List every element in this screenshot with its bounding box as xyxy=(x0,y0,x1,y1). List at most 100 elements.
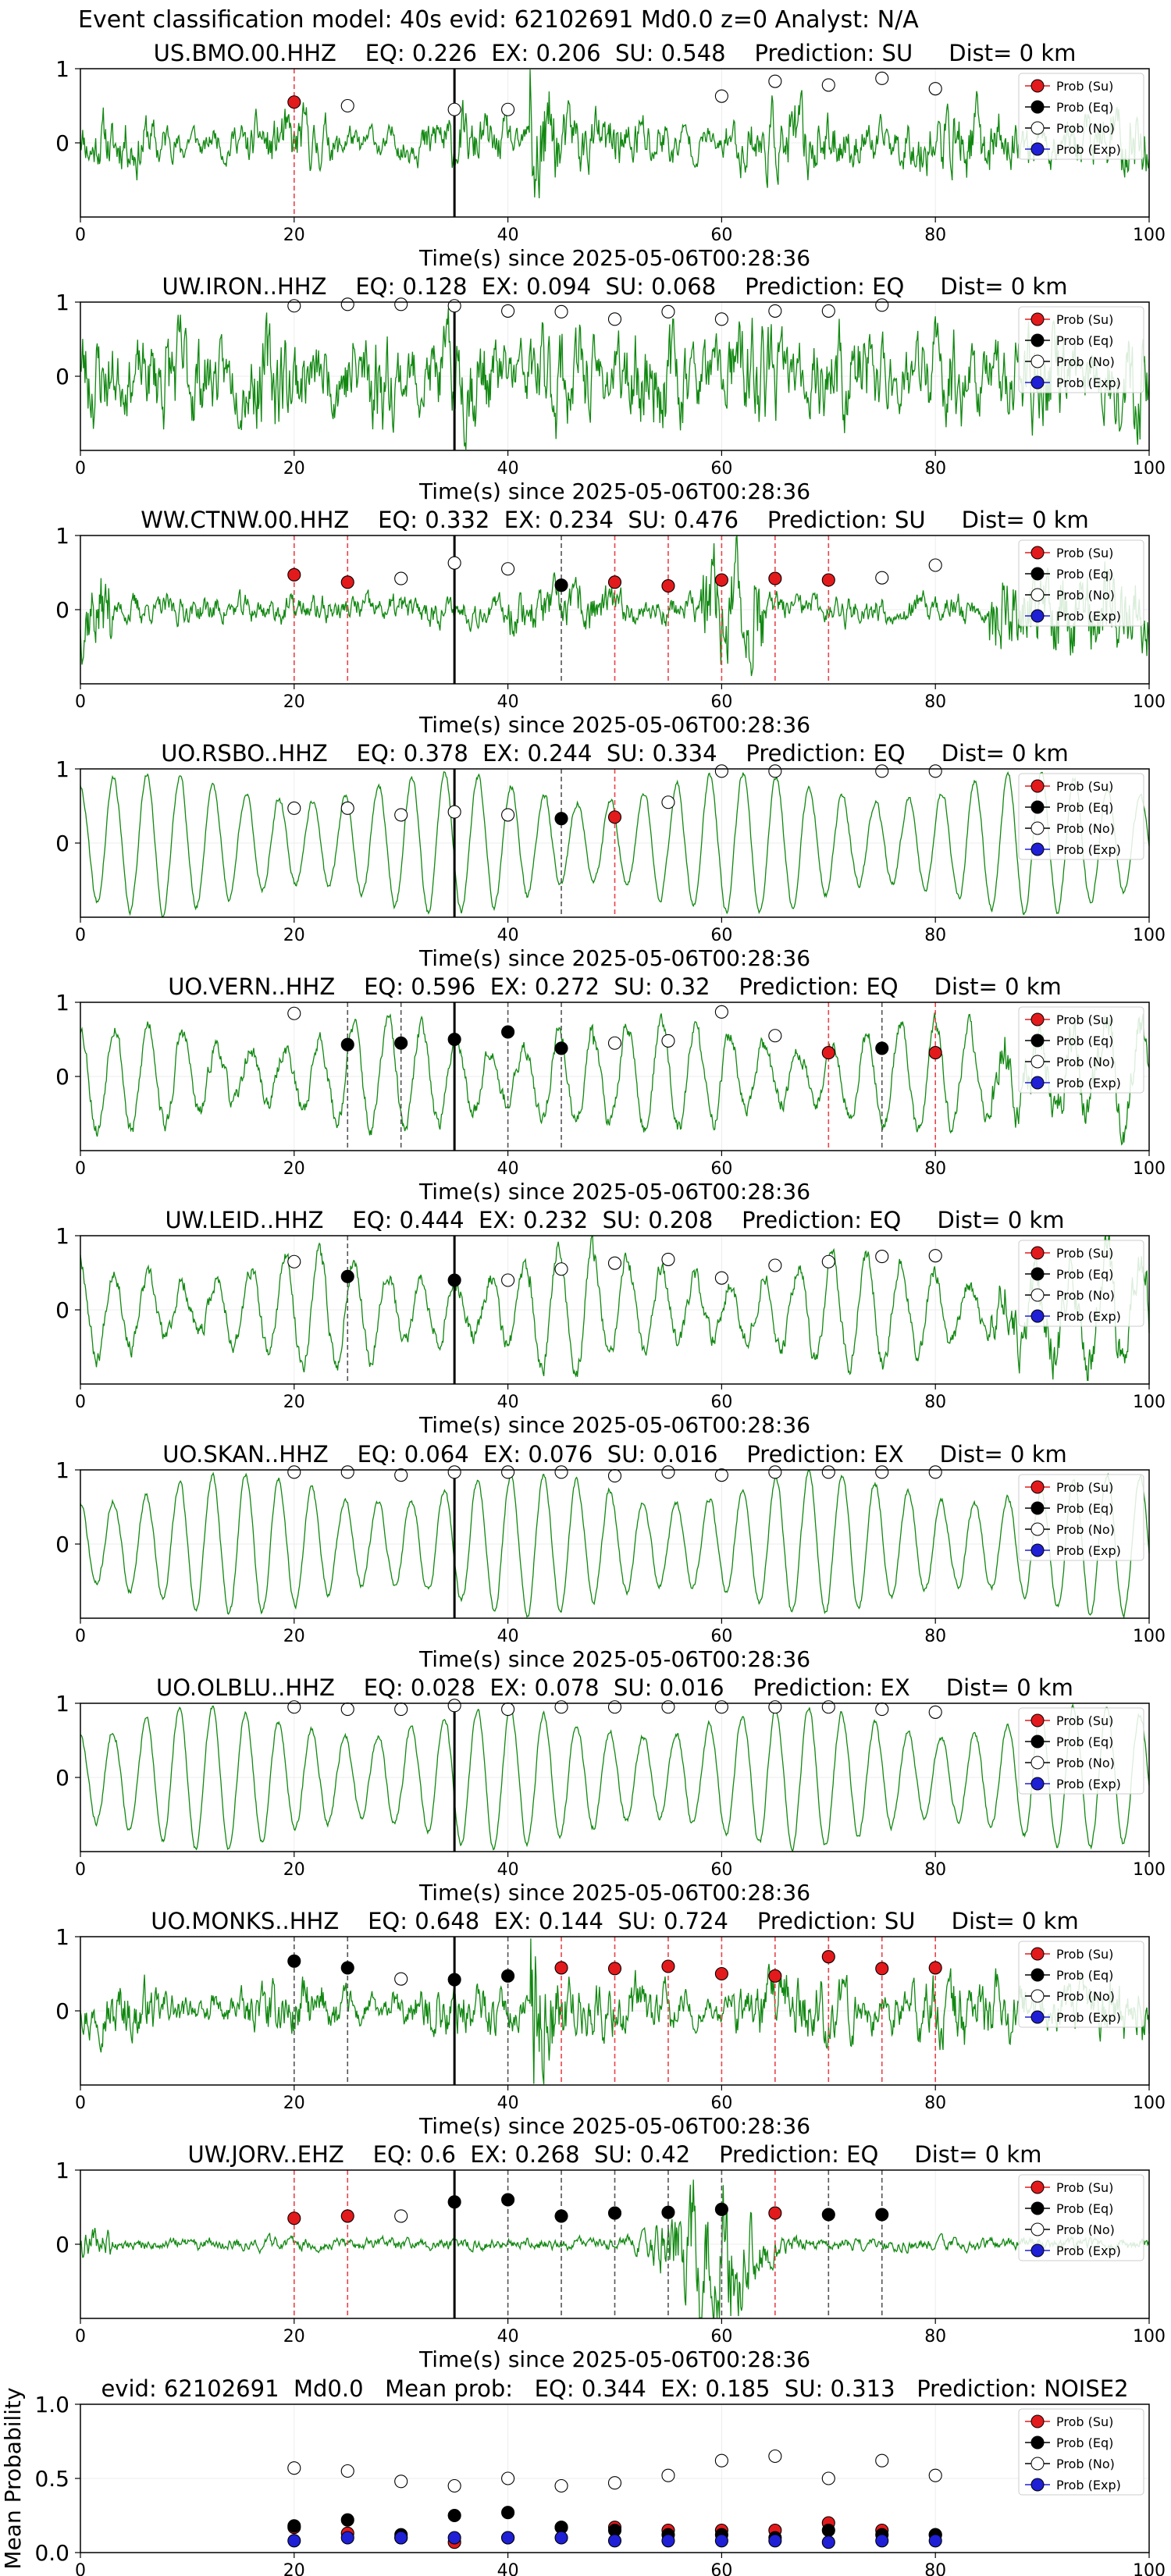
plot-frame xyxy=(80,1002,1150,1151)
legend-label-no: Prob (No) xyxy=(1056,1055,1115,1069)
legend-marker-su xyxy=(1030,1012,1045,1026)
x-tick-label: 40 xyxy=(497,2094,519,2113)
panel-title: UO.SKAN..HHZ EQ: 0.064 EX: 0.076 SU: 0.0… xyxy=(162,1441,1067,1468)
prob-point-no xyxy=(287,1254,301,1268)
prob-point-su xyxy=(821,1046,835,1060)
x-axis-label: Time(s) since 2025-05-06T00:28:36 xyxy=(418,1880,810,1905)
legend-box xyxy=(1018,306,1144,393)
x-tick-label: 60 xyxy=(710,1627,732,1646)
legend-label-exp: Prob (Exp) xyxy=(1056,2243,1121,2258)
prob-point-no xyxy=(661,1034,675,1048)
panel-6: 0 20 40 60 80 100 0 1 UW.LEID..HHZ EQ: 0.444 EX:… xyxy=(55,1207,1166,1438)
legend-box xyxy=(1018,1240,1144,1327)
x-tick-label: 40 xyxy=(497,1159,519,1179)
legend-box xyxy=(1018,539,1144,627)
prob-point-no xyxy=(447,1465,461,1479)
prob-point-no xyxy=(501,102,515,116)
prob-point-eq xyxy=(447,1273,461,1287)
prob-point-no xyxy=(607,1469,622,1483)
legend-marker-su xyxy=(1030,779,1045,793)
prob-point-no xyxy=(714,1271,728,1285)
x-tick-label: 80 xyxy=(924,2327,946,2347)
mean-point-no xyxy=(394,2475,408,2489)
prob-point-no xyxy=(501,304,515,318)
x-tick-label: 0 xyxy=(75,1159,86,1179)
legend-label-su: Prob (Su) xyxy=(1056,1713,1113,1728)
prob-point-eq xyxy=(554,812,568,826)
prob-point-eq xyxy=(340,1037,354,1051)
prob-point-eq xyxy=(875,1041,889,1055)
prob-point-eq xyxy=(607,2206,622,2220)
prob-point-eq xyxy=(875,2208,889,2222)
prob-point-eq xyxy=(287,1954,301,1968)
x-tick-label: 0 xyxy=(75,1393,86,1412)
mean-point-no xyxy=(501,2471,515,2485)
waveform-trace xyxy=(80,308,1150,450)
y-tick-label: 0 xyxy=(55,1532,69,1557)
x-tick-label: 80 xyxy=(924,1627,946,1646)
mean-point-exp xyxy=(661,2534,675,2548)
legend-label-su: Prob (Su) xyxy=(1056,1012,1113,1027)
prob-point-no xyxy=(714,312,728,326)
legend-marker-exp xyxy=(1030,2478,1045,2492)
prob-point-no xyxy=(928,1465,942,1479)
legend-marker-eq xyxy=(1030,100,1045,114)
x-tick-label: 80 xyxy=(924,692,946,712)
mean-point-eq xyxy=(821,2523,835,2538)
mean-point-eq xyxy=(287,2519,301,2533)
x-tick-label: 40 xyxy=(497,226,519,245)
x-axis-label: Time(s) since 2025-05-06T00:28:36 xyxy=(418,245,810,271)
x-tick-label: 80 xyxy=(924,459,946,479)
mean-point-no xyxy=(554,2478,568,2493)
prob-point-no xyxy=(875,298,889,312)
prob-point-no xyxy=(501,1465,515,1479)
prob-point-no xyxy=(661,1700,675,1714)
x-tick-label: 0 xyxy=(75,226,86,245)
prob-point-no xyxy=(821,1465,835,1479)
y-tick-label: 1 xyxy=(55,1457,69,1483)
prob-point-no xyxy=(447,1699,461,1713)
prob-point-eq xyxy=(447,1032,461,1047)
legend-marker-eq xyxy=(1030,567,1045,581)
legend-marker-eq xyxy=(1030,1968,1045,1982)
prob-point-no xyxy=(768,764,782,778)
legend-marker-eq xyxy=(1030,333,1045,347)
prob-point-no xyxy=(875,71,889,85)
x-tick-label: 100 xyxy=(1133,2327,1166,2347)
y-tick-label: 0.0 xyxy=(34,2540,69,2566)
x-axis-label: Time(s) since 2025-05-06T00:28:36 xyxy=(418,1412,810,1438)
legend-marker-exp xyxy=(1030,142,1045,156)
waveform-trace xyxy=(80,1012,1150,1146)
prob-point-no xyxy=(394,808,408,822)
x-tick-label: 100 xyxy=(1133,226,1166,245)
prob-point-no xyxy=(554,304,568,318)
prob-point-no xyxy=(714,1468,728,1482)
legend-label-eq: Prob (Eq) xyxy=(1056,1968,1113,1983)
mean-point-exp xyxy=(501,2531,515,2545)
mean-point-no xyxy=(661,2468,675,2482)
legend-label-eq: Prob (Eq) xyxy=(1056,2435,1113,2450)
legend-marker-no xyxy=(1030,1522,1045,1536)
legend-marker-no xyxy=(1030,2222,1045,2236)
prob-point-no xyxy=(661,1465,675,1479)
prob-point-no xyxy=(714,1005,728,1019)
mean-point-no xyxy=(768,2449,782,2464)
prob-point-no xyxy=(607,312,622,326)
prob-point-no xyxy=(768,74,782,88)
legend-label-su: Prob (Su) xyxy=(1056,1246,1113,1261)
prob-point-no xyxy=(340,1465,354,1479)
prob-point-no xyxy=(928,1249,942,1263)
legend-label-su: Prob (Su) xyxy=(1056,79,1113,94)
waveform-trace xyxy=(80,1470,1150,1620)
x-tick-label: 60 xyxy=(710,2327,732,2347)
mean-point-exp xyxy=(554,2531,568,2545)
y-tick-label: 0 xyxy=(55,364,69,390)
prob-point-no xyxy=(447,299,461,313)
prob-point-eq xyxy=(340,1961,354,1975)
legend-label-exp: Prob (Exp) xyxy=(1056,1777,1121,1791)
mean-point-no xyxy=(607,2476,622,2490)
legend-box xyxy=(1018,73,1144,160)
prob-point-no xyxy=(554,1700,568,1714)
prob-point-no xyxy=(394,1972,408,1986)
x-tick-label: 0 xyxy=(75,2561,86,2576)
